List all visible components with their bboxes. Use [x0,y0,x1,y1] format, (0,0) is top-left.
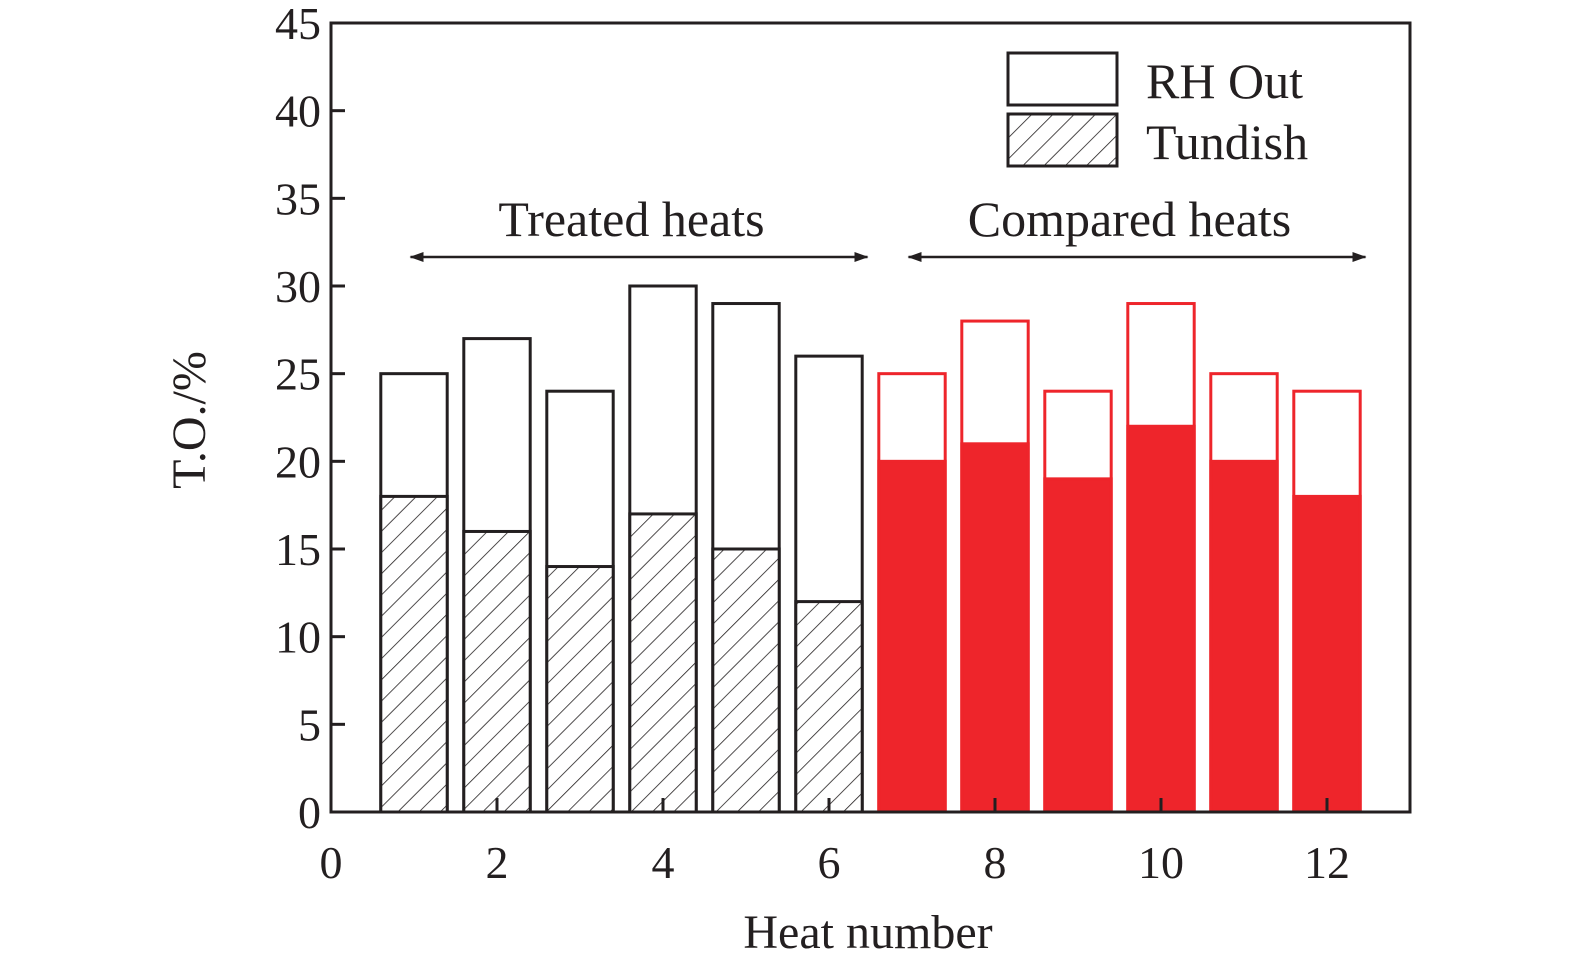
y-tick-label: 30 [275,261,321,312]
x-tick-label: 2 [486,837,509,888]
group-label: Compared heats [968,191,1292,247]
legend-swatch-tundish [1006,112,1119,168]
plot-area-frame [329,21,1412,814]
x-tick-label: 8 [984,837,1007,888]
group-label: Treated heats [498,191,764,247]
x-tick-label: 0 [320,837,343,888]
y-tick-label: 45 [275,0,321,49]
x-tick-label: 12 [1304,837,1350,888]
x-tick-label: 4 [652,837,675,888]
y-tick-label: 5 [298,699,321,750]
y-axis-title: T.O./% [163,351,216,489]
y-tick-label: 20 [275,436,321,487]
bars-layer [379,284,1362,814]
y-axis: 0 5 10 15 20 25 30 35 40 45 [275,0,345,838]
bar-tundish [794,600,864,814]
group-annotations: Treated heats Compared heats [409,191,1367,262]
legend-label-rh-out: RH Out [1146,53,1303,109]
legend-label-tundish: Tundish [1146,114,1308,170]
y-tick-label: 35 [275,173,321,224]
y-tick-label: 25 [275,349,321,400]
bar-tundish [960,442,1030,814]
bar-tundish [1126,424,1196,814]
x-tick-label: 6 [818,837,841,888]
bar-tundish [462,529,532,814]
bar-tundish [877,459,947,814]
y-tick-label: 40 [275,86,321,137]
x-axis: 0 2 4 6 8 10 12 [320,798,1350,888]
bar-tundish [1209,459,1279,814]
y-tick-label: 0 [298,787,321,838]
x-tick-label: 10 [1138,837,1184,888]
bar-tundish [711,547,781,814]
bar-tundish [379,494,449,814]
y-tick-label: 10 [275,612,321,663]
bar-tundish [628,512,698,814]
bar-tundish [1292,494,1362,814]
x-axis-title: Heat number [743,906,992,959]
bar-tundish [545,565,615,814]
legend-swatch-rh-out [1006,51,1119,107]
bar-tundish [1043,477,1113,814]
y-tick-label: 15 [275,524,321,575]
